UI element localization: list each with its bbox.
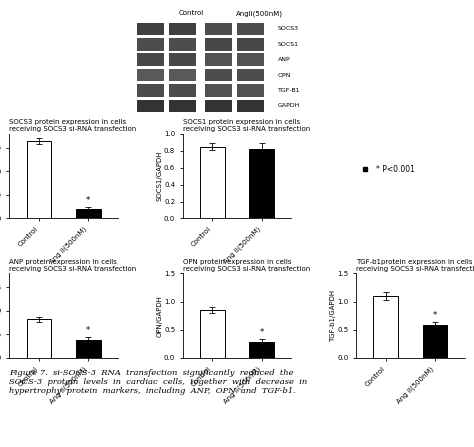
- FancyBboxPatch shape: [205, 54, 232, 66]
- Text: Figure 7.  si-SOCS-3  RNA  transfection  significantly  reduced  the
SOCS-3  pro: Figure 7. si-SOCS-3 RNA transfection sig…: [9, 369, 308, 395]
- Bar: [200, 310, 225, 358]
- Bar: [374, 296, 398, 358]
- FancyBboxPatch shape: [169, 23, 196, 35]
- FancyBboxPatch shape: [137, 69, 164, 81]
- FancyBboxPatch shape: [237, 23, 264, 35]
- Text: *: *: [433, 311, 437, 320]
- Text: SOCS3 protein expression in cells
receiving SOCS3 si-RNA transfection: SOCS3 protein expression in cells receiv…: [9, 119, 137, 132]
- Bar: [76, 209, 100, 219]
- Text: *: *: [259, 328, 264, 337]
- Bar: [76, 340, 100, 358]
- FancyBboxPatch shape: [137, 84, 164, 97]
- Text: ANP protein expression in cells
receiving SOCS3 si-RNA transfection: ANP protein expression in cells receivin…: [9, 259, 137, 272]
- FancyBboxPatch shape: [205, 100, 232, 112]
- Text: * P<0.001: * P<0.001: [376, 165, 415, 174]
- Text: SOCS1: SOCS1: [278, 42, 299, 47]
- Bar: [423, 325, 447, 358]
- FancyBboxPatch shape: [169, 69, 196, 81]
- Y-axis label: OPN/GAPDH: OPN/GAPDH: [156, 295, 163, 337]
- Y-axis label: SOCS1/GAPDH: SOCS1/GAPDH: [156, 151, 163, 202]
- FancyBboxPatch shape: [205, 23, 232, 35]
- FancyBboxPatch shape: [205, 84, 232, 97]
- Text: OPN protein expression in cells
receiving SOCS3 si-RNA transfection: OPN protein expression in cells receivin…: [183, 259, 310, 272]
- FancyBboxPatch shape: [169, 38, 196, 51]
- Text: AngII(500nM): AngII(500nM): [236, 10, 283, 17]
- Bar: [200, 147, 225, 219]
- Text: Control: Control: [179, 10, 204, 16]
- FancyBboxPatch shape: [169, 84, 196, 97]
- FancyBboxPatch shape: [205, 38, 232, 51]
- FancyBboxPatch shape: [237, 38, 264, 51]
- FancyBboxPatch shape: [237, 84, 264, 97]
- Bar: [249, 149, 274, 219]
- Text: GAPDH: GAPDH: [278, 103, 301, 109]
- Text: TGF-b1protein expression in cells
receiving SOCS3 si-RNA transfection: TGF-b1protein expression in cells receiv…: [356, 259, 474, 272]
- Text: ANP: ANP: [278, 57, 291, 62]
- Text: TGF-B1: TGF-B1: [278, 88, 301, 93]
- FancyBboxPatch shape: [237, 100, 264, 112]
- Y-axis label: TGF-b1/GAPDH: TGF-b1/GAPDH: [330, 290, 336, 342]
- FancyBboxPatch shape: [169, 54, 196, 66]
- FancyBboxPatch shape: [169, 100, 196, 112]
- Text: SOCS1 protein expression in cells
receiving SOCS3 si-RNA transfection: SOCS1 protein expression in cells receiv…: [183, 119, 310, 132]
- FancyBboxPatch shape: [137, 23, 164, 35]
- Bar: [249, 342, 274, 358]
- FancyBboxPatch shape: [137, 54, 164, 66]
- Text: SOCS3: SOCS3: [278, 26, 299, 31]
- Text: *: *: [86, 326, 91, 335]
- Text: *: *: [86, 196, 91, 205]
- Text: OPN: OPN: [278, 72, 292, 78]
- FancyBboxPatch shape: [137, 38, 164, 51]
- FancyBboxPatch shape: [237, 54, 264, 66]
- Bar: [27, 320, 51, 358]
- FancyBboxPatch shape: [137, 100, 164, 112]
- FancyBboxPatch shape: [205, 69, 232, 81]
- Bar: [27, 141, 51, 219]
- FancyBboxPatch shape: [237, 69, 264, 81]
